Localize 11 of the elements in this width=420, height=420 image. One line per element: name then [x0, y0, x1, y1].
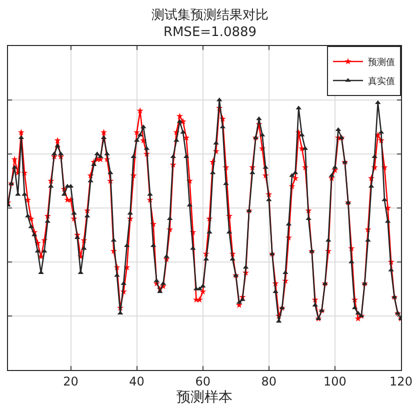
x-tick-label: 20 — [63, 374, 78, 388]
legend-label: 预测值 — [368, 57, 395, 68]
x-axis-title: 预测样本 — [176, 390, 232, 406]
chart-title: 测试集预测结果对比 — [152, 8, 268, 23]
legend-label: 真实值 — [368, 76, 395, 88]
x-tick-label: 100 — [323, 374, 346, 388]
x-tick-label: 60 — [195, 374, 210, 388]
x-tick-label: 120 — [390, 374, 412, 388]
chart-subtitle: RMSE=1.0889 — [163, 24, 257, 40]
x-tick-label: 80 — [261, 374, 277, 388]
x-tick-label: 40 — [129, 374, 144, 388]
